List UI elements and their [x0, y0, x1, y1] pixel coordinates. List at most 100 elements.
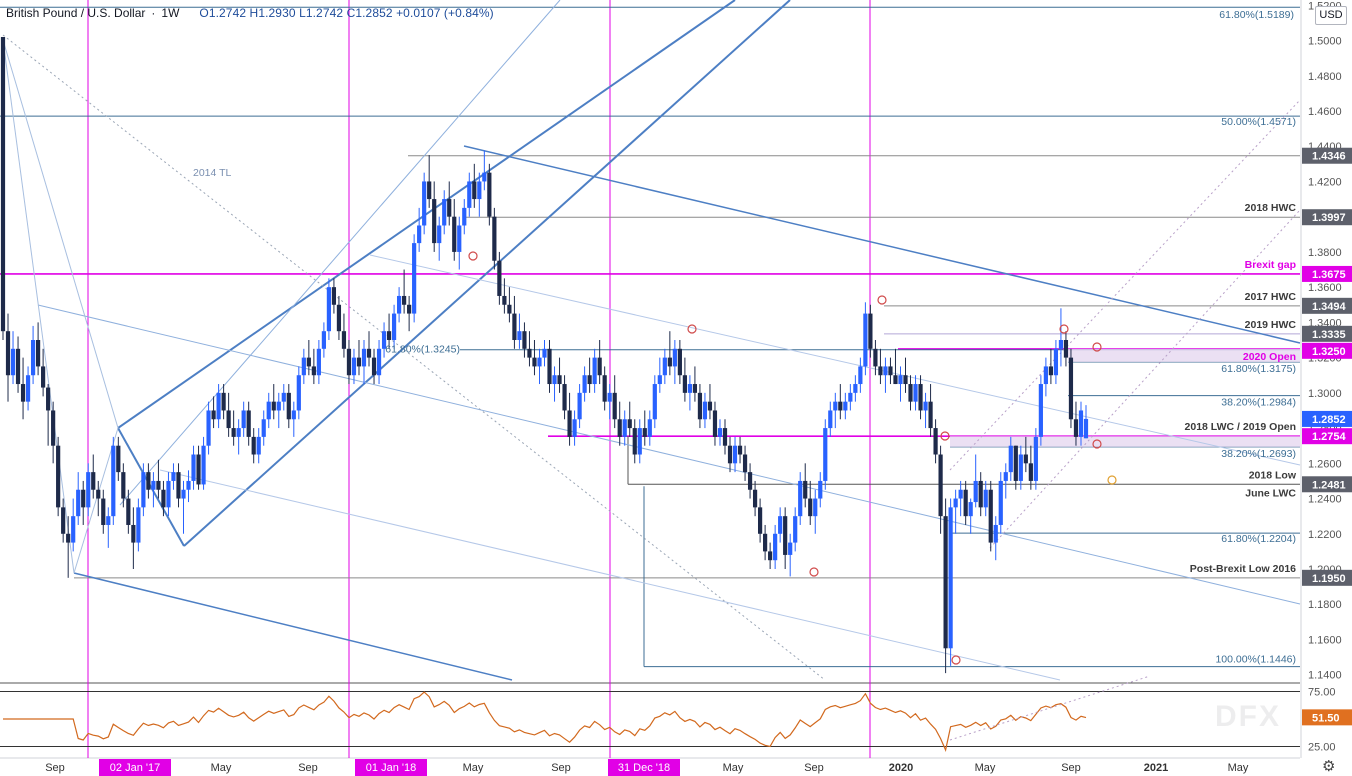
channel-median-line — [119, 0, 561, 506]
candle-body — [697, 392, 703, 420]
candle-body — [191, 454, 196, 481]
time-axis-highlight — [355, 759, 427, 776]
candle-body — [1078, 410, 1084, 437]
candle-body — [462, 207, 467, 226]
candle-body — [331, 287, 337, 305]
candle-body — [883, 366, 888, 376]
level-label: Post-Brexit Low 2016 — [1190, 563, 1296, 575]
dotted-trendline — [2, 34, 826, 681]
candle-body — [156, 480, 161, 490]
interval-label[interactable]: 1W — [161, 6, 180, 20]
candle-body — [0, 36, 6, 332]
gear-icon[interactable]: ⚙ — [1322, 758, 1336, 775]
candle-body — [647, 419, 652, 437]
candle-body — [236, 428, 241, 437]
candle-body — [111, 445, 116, 517]
candle-body — [542, 348, 547, 358]
candle-body — [783, 516, 788, 555]
candle-body — [477, 181, 482, 200]
candle-body — [828, 410, 833, 429]
candle-body — [216, 392, 221, 420]
candle-body — [141, 472, 146, 508]
candle-body — [773, 533, 778, 561]
currency-button[interactable]: USD — [1315, 6, 1347, 25]
candle-body — [1048, 366, 1054, 376]
trendline-2014 — [2, 39, 75, 574]
candle-body — [71, 516, 76, 543]
candle-body — [898, 375, 903, 385]
candle-body — [46, 387, 51, 411]
candle-body — [582, 375, 587, 393]
price-badge — [1302, 410, 1352, 427]
candle-body — [361, 348, 367, 367]
price-badge-label: 1.3494 — [1312, 301, 1347, 313]
candle-body — [381, 331, 387, 349]
price-tick-label: 1.2400 — [1308, 494, 1342, 506]
candle-body — [356, 357, 362, 367]
channel-upper-line — [117, 0, 736, 429]
candle-body — [1003, 472, 1008, 481]
candle-body — [336, 304, 342, 332]
candle-body — [241, 410, 246, 429]
price-tick-label: 1.4800 — [1308, 71, 1342, 83]
candle-body — [632, 428, 637, 455]
price-badge — [1302, 428, 1352, 445]
candle-body — [296, 375, 301, 411]
candle-body — [396, 295, 402, 314]
candle-body — [522, 331, 527, 349]
candle-body — [246, 410, 251, 437]
candle-body — [482, 172, 487, 182]
candle-body — [853, 384, 858, 393]
candle-body — [958, 489, 963, 499]
candle-body — [903, 375, 908, 385]
rsi-line — [3, 691, 1087, 752]
candle-body — [231, 428, 236, 437]
candle-body — [727, 445, 733, 464]
pivot-marker — [951, 655, 961, 665]
candle-body — [1038, 384, 1043, 437]
rsi-value-badge — [1302, 709, 1352, 726]
candle-body — [602, 375, 607, 402]
price-badge — [1302, 265, 1352, 282]
candle-body — [943, 516, 948, 649]
candle-body — [171, 472, 176, 481]
candle-body — [226, 410, 231, 429]
price-badge-label: 1.1950 — [1312, 573, 1346, 585]
candle-body — [467, 181, 472, 208]
candle-body — [407, 304, 412, 314]
price-badge-label: 1.4346 — [1312, 151, 1346, 163]
candle-body — [161, 489, 166, 508]
candle-body — [988, 489, 993, 543]
price-tick-label: 1.4600 — [1308, 106, 1342, 118]
candle-body — [973, 480, 978, 503]
candle-body — [707, 401, 713, 411]
price-badge — [1302, 342, 1352, 359]
time-tick-label: Sep — [45, 762, 65, 774]
candle-body — [547, 348, 552, 385]
descending-trendline — [159, 469, 1061, 681]
price-badge-label: 1.3675 — [1312, 269, 1346, 281]
pivot-marker — [940, 431, 950, 441]
candle-body — [447, 199, 452, 217]
candle-body — [1083, 418, 1089, 439]
dotted-trendline — [989, 209, 1301, 549]
candle-body — [712, 410, 718, 437]
candle-body — [863, 313, 868, 367]
level-label: 61.80%(1.3245) — [385, 344, 460, 356]
price-tick-label: 1.1600 — [1308, 634, 1342, 646]
symbol-name[interactable]: British Pound / U.S. Dollar — [6, 6, 146, 20]
candle-body — [497, 260, 502, 296]
candle-body — [30, 340, 36, 376]
candle-body — [15, 348, 21, 385]
candle-body — [908, 384, 913, 402]
candle-body — [833, 401, 838, 411]
candle-body — [557, 375, 562, 385]
candle-body — [271, 401, 276, 411]
candle-body — [682, 375, 687, 393]
candle-body — [452, 216, 457, 252]
candle-body — [276, 401, 281, 411]
time-tick-label: 31 Dec '18 — [618, 762, 670, 774]
candle-body — [1028, 463, 1033, 481]
candle-body — [532, 357, 537, 367]
